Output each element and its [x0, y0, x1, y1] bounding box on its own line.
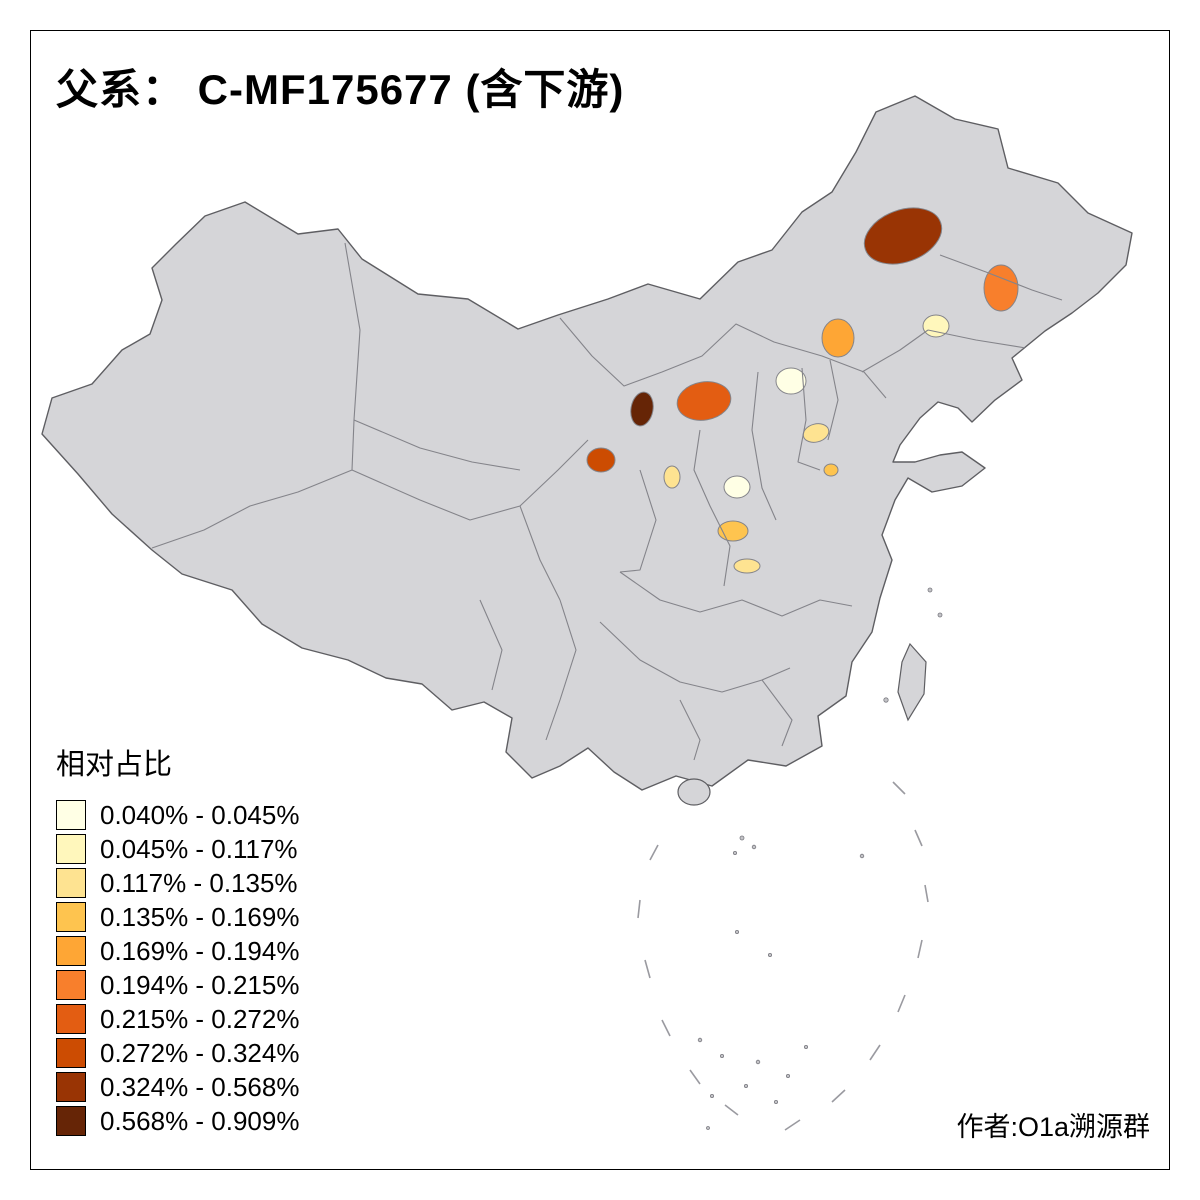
legend-title: 相对占比 [56, 749, 173, 781]
legend-label: 0.045% - 0.117% [100, 833, 298, 864]
map-region [723, 475, 751, 499]
legend: 相对占比 0.040% - 0.045% 0.045% - 0.117% 0.117… [56, 748, 299, 1140]
legend-label: 0.568% - 0.909% [100, 1105, 300, 1136]
region-layer [586, 207, 1019, 574]
legend-swatch [56, 1004, 86, 1034]
legend-item: 0.194% - 0.215% [56, 970, 299, 1000]
legend-items: 0.040% - 0.045% 0.045% - 0.117% 0.117% - 0… [56, 800, 299, 1136]
legend-label: 0.169% - 0.194% [100, 935, 300, 966]
legend-swatch [56, 868, 86, 898]
map-region [586, 447, 616, 473]
province-borders [151, 242, 1063, 761]
map-region [630, 391, 654, 427]
legend-label: 0.135% - 0.169% [100, 901, 300, 932]
legend-label: 0.040% - 0.045% [100, 799, 300, 830]
legend-item: 0.117% - 0.135% [56, 868, 299, 898]
legend-label: 0.117% - 0.135% [100, 867, 298, 898]
legend-item: 0.272% - 0.324% [56, 1038, 299, 1068]
legend-swatch [56, 902, 86, 932]
china-mainland [41, 95, 1133, 791]
map-region [823, 463, 839, 477]
map-region [821, 318, 855, 358]
legend-item: 0.568% - 0.909% [56, 1106, 299, 1136]
legend-item: 0.135% - 0.169% [56, 902, 299, 932]
map-region [802, 423, 830, 443]
legend-item: 0.169% - 0.194% [56, 936, 299, 966]
legend-swatch [56, 834, 86, 864]
sea-dash-line [637, 781, 929, 1131]
legend-label: 0.324% - 0.568% [100, 1071, 300, 1102]
attribution: 作者:O1a溯源群 [956, 1112, 1150, 1142]
legend-swatch [56, 1106, 86, 1136]
taiwan-island [897, 642, 927, 722]
map-region [733, 558, 761, 574]
map-region [983, 264, 1019, 312]
map-region [663, 465, 681, 489]
legend-swatch [56, 1072, 86, 1102]
legend-label: 0.272% - 0.324% [100, 1037, 300, 1068]
map-region [863, 207, 943, 265]
legend-swatch [56, 800, 86, 830]
map-region [922, 314, 950, 338]
page-title: 父系： C-MF175677 (含下游) [56, 66, 625, 113]
map-region [676, 381, 732, 421]
legend-item: 0.045% - 0.117% [56, 834, 299, 864]
legend-item: 0.324% - 0.568% [56, 1072, 299, 1102]
legend-item: 0.215% - 0.272% [56, 1004, 299, 1034]
legend-swatch [56, 970, 86, 1000]
legend-label: 0.215% - 0.272% [100, 1003, 300, 1034]
hainan-island [677, 778, 711, 806]
map-region [775, 367, 807, 395]
legend-label: 0.194% - 0.215% [100, 969, 300, 1000]
legend-swatch [56, 1038, 86, 1068]
legend-item: 0.040% - 0.045% [56, 800, 299, 830]
sea-islands [697, 587, 943, 1130]
legend-swatch [56, 936, 86, 966]
